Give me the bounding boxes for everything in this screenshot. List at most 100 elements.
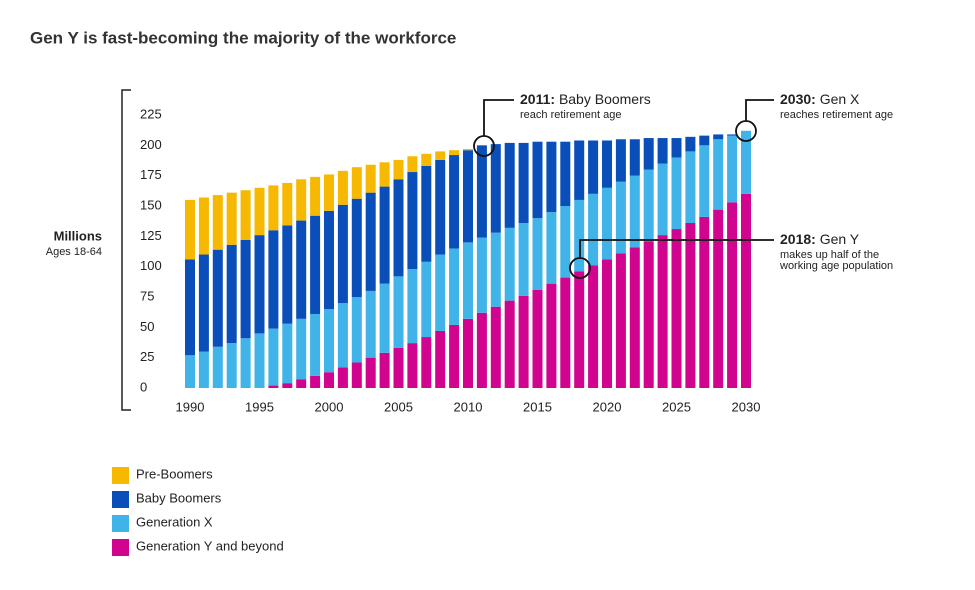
bar-segment	[740, 130, 752, 194]
bar-segment	[337, 204, 348, 304]
annotation-heading: Gen Y	[820, 231, 860, 247]
bar-segment	[323, 174, 335, 211]
bar-segment	[365, 290, 376, 358]
bar-segment	[560, 277, 571, 388]
bar-segment	[629, 175, 640, 248]
bar-segment	[310, 313, 321, 376]
annotation-title: 2018: Gen Y	[780, 231, 860, 247]
bar-segment	[574, 199, 585, 272]
bar-segment	[282, 182, 293, 226]
bar-segment	[601, 140, 613, 188]
bar-segment	[407, 172, 418, 270]
callout-line	[745, 99, 774, 121]
bar-segment	[296, 318, 307, 380]
bar-segment	[254, 235, 265, 334]
x-tick-label: 2005	[384, 399, 413, 414]
bar-segment	[323, 210, 335, 310]
x-tick-label: 2025	[662, 399, 691, 414]
bar-segment	[379, 283, 390, 353]
bar-segment	[504, 300, 515, 388]
bar-segment	[546, 283, 557, 388]
bar-segment	[435, 159, 446, 255]
y-tick-label: 100	[140, 258, 162, 273]
bar-segment	[268, 185, 279, 231]
bar-segment	[393, 159, 404, 180]
bar-segment	[462, 318, 474, 388]
bar-segment	[504, 142, 515, 228]
annotation-text: working age population	[779, 260, 893, 272]
bar-segment	[435, 254, 446, 331]
bar-segment	[379, 352, 390, 388]
annotation-lead: 2011:	[520, 91, 555, 107]
bar-segment	[476, 237, 487, 313]
bar-segment	[629, 139, 640, 176]
bar-segment	[323, 372, 335, 388]
y-tick-label: 0	[140, 379, 147, 394]
bar-segment	[532, 218, 543, 290]
y-tick-label: 125	[140, 228, 162, 243]
bar-segment	[518, 142, 529, 223]
bar-segment	[546, 212, 557, 284]
bar-segment	[351, 198, 362, 297]
annotation-text: makes up half of the	[780, 249, 879, 261]
bar-segment	[713, 139, 724, 210]
bar-segment	[296, 220, 307, 319]
bar-segment	[643, 138, 654, 170]
bar-segment	[615, 253, 626, 388]
bar-segment	[685, 151, 696, 223]
bar-segment	[351, 362, 362, 388]
bar-segment	[657, 138, 668, 164]
annotation-title: 2030: Gen X	[780, 91, 860, 107]
bar-segment	[449, 155, 460, 249]
y-tick-label: 50	[140, 319, 154, 334]
bar-segment	[212, 346, 223, 388]
bar-segment	[449, 150, 460, 156]
bar-segment	[365, 357, 376, 388]
callout-line	[579, 239, 774, 258]
annotation-lead: 2030:	[780, 91, 816, 107]
bar-segment	[421, 153, 432, 166]
bar-segment	[240, 338, 251, 388]
bar-segment	[518, 222, 529, 296]
bar-segment	[560, 206, 571, 278]
bar-segment	[240, 190, 251, 240]
bar-segment	[393, 179, 404, 277]
bar-segment	[421, 337, 432, 388]
annotation-heading: Gen X	[820, 91, 860, 107]
bar-segment	[240, 239, 251, 339]
bar-segment	[643, 241, 654, 388]
bar-segment	[671, 138, 682, 158]
bar-segment	[435, 330, 446, 388]
annotation-text: reach retirement age	[520, 109, 622, 121]
bar-segment	[574, 271, 585, 388]
bar-segment	[421, 165, 432, 262]
bar-segment	[198, 197, 209, 255]
bar-segment	[699, 145, 710, 217]
y-axis-label: Millions	[54, 228, 102, 243]
bar-segment	[254, 333, 265, 388]
y-tick-label: 150	[140, 197, 162, 212]
x-tick-label: 2000	[315, 399, 344, 414]
y-tick-label: 225	[140, 106, 162, 121]
bar-segment	[615, 181, 626, 254]
bar-segment	[365, 192, 376, 291]
bar-segment	[657, 235, 668, 388]
bar-segment	[629, 247, 640, 388]
bar-segment	[588, 140, 599, 194]
bar-segment	[421, 261, 432, 338]
legend-swatch	[112, 467, 129, 484]
chart-title: Gen Y is fast-becoming the majority of t…	[30, 28, 456, 47]
bar-segment	[365, 164, 376, 193]
annotation-title: 2011: Baby Boomers	[520, 91, 651, 107]
bar-segment	[713, 134, 724, 140]
bar-segment	[727, 202, 738, 388]
bar-segment	[268, 328, 279, 386]
bar-segment	[462, 150, 474, 243]
bar-segment	[296, 179, 307, 221]
annotation-text: reaches retirement age	[780, 109, 893, 121]
bar-segment	[184, 259, 196, 356]
bar-segment	[727, 134, 738, 136]
bar-segment	[462, 242, 474, 319]
bar-segment	[198, 351, 209, 388]
